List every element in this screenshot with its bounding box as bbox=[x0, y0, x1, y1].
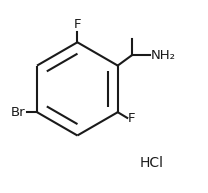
Text: F: F bbox=[74, 18, 81, 31]
Text: F: F bbox=[128, 112, 136, 125]
Text: Br: Br bbox=[11, 106, 26, 119]
Text: HCl: HCl bbox=[140, 156, 163, 170]
Text: NH₂: NH₂ bbox=[151, 49, 176, 62]
